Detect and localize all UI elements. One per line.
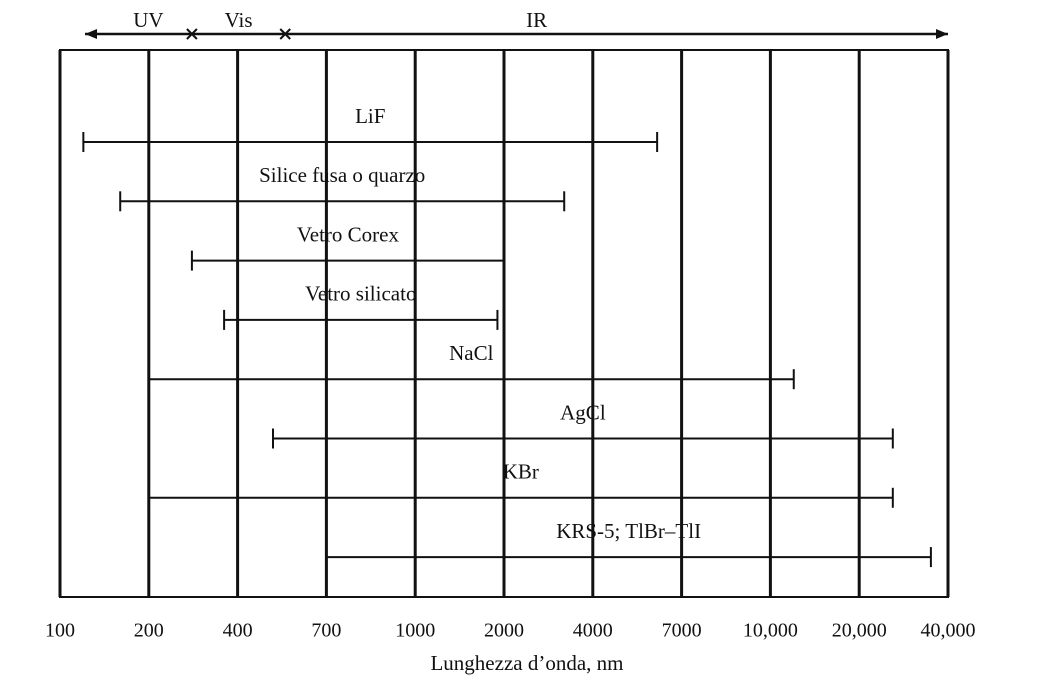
region-label: IR: [526, 8, 547, 32]
x-tick-label: 40,000: [921, 620, 976, 642]
x-tick-label: 100: [45, 620, 75, 642]
region-label: UV: [133, 8, 163, 32]
x-tick-label: 20,000: [832, 620, 887, 642]
region-label: Vis: [225, 8, 253, 32]
x-tick-label: 4000: [573, 620, 613, 642]
bar-label: AgCl: [560, 400, 606, 424]
bar-label: Silice fusa o quarzo: [259, 163, 425, 187]
region-boundary: [186, 28, 198, 40]
x-tick-label: 2000: [484, 620, 524, 642]
bar-label: NaCl: [449, 341, 493, 365]
arrow-head: [85, 29, 97, 39]
x-tick-label: 700: [311, 620, 341, 642]
x-tick-label: 200: [134, 620, 164, 642]
bar-label: KBr: [503, 460, 539, 484]
region-boundary: [279, 28, 291, 40]
x-axis-label: Lunghezza d’onda, nm: [430, 651, 623, 675]
arrow-head: [936, 29, 948, 39]
x-tick-label: 1000: [395, 620, 435, 642]
x-tick-label: 400: [223, 620, 253, 642]
x-tick-label: 10,000: [743, 620, 798, 642]
bar-label: LiF: [355, 104, 385, 128]
x-tick-label: 7000: [662, 620, 702, 642]
bar-label: Vetro silicato: [305, 282, 416, 306]
bar-label: Vetro Corex: [297, 222, 400, 246]
bar-label: KRS-5; TlBr–TlI: [556, 519, 701, 543]
